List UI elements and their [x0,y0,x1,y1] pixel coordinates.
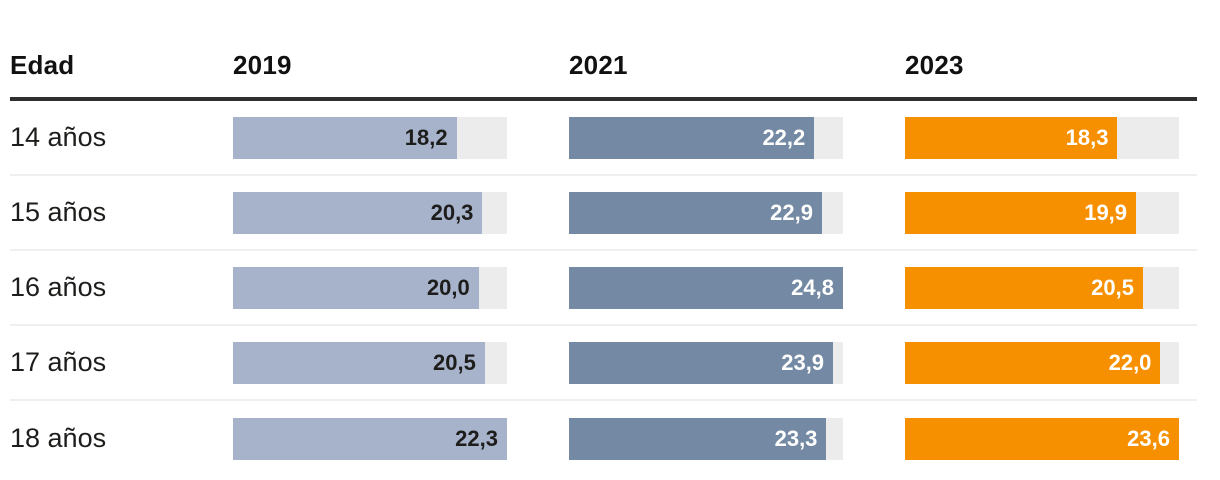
bar-track: 20,5 [233,341,507,384]
bar-value-label: 22,9 [770,199,813,225]
column-header-2019: 2019 [233,50,292,80]
bar-track: 24,8 [569,266,843,309]
bar-track: 22,9 [569,191,843,234]
bar-track: 23,6 [905,417,1179,460]
bar-cell-2023: 23,6 [905,417,1197,460]
column-header-2023: 2023 [905,50,964,80]
bar-cell-2021: 22,9 [569,191,905,234]
bar: 22,2 [569,116,815,159]
bar-track: 19,9 [905,191,1179,234]
bar-value-label: 18,3 [1065,124,1109,150]
bar: 23,3 [569,417,827,460]
header-row: Edad 2019 2021 2023 [10,0,1197,101]
bar-value-label: 20,5 [433,349,476,375]
column-header-edad: Edad [10,50,75,80]
bar-cell-2021: 24,8 [569,266,905,309]
bar: 20,5 [233,341,485,384]
bar: 20,0 [233,266,479,309]
bar: 22,9 [569,191,822,234]
age-label: 15 años [10,197,107,227]
age-label: 16 años [10,272,107,302]
bar: 20,5 [905,266,1143,309]
bar-cell-2021: 22,2 [569,116,905,159]
table-row: 15 años 20,3 22,9 19,9 [10,176,1197,251]
bar-value-label: 23,6 [1127,425,1170,451]
bar-track: 18,2 [233,116,507,159]
bar: 23,6 [905,417,1179,460]
bar-value-label: 22,2 [762,124,806,150]
bar-track: 20,3 [233,191,507,234]
bar: 23,9 [569,341,834,384]
bar-value-label: 22,0 [1108,349,1152,375]
bar-track: 23,9 [569,341,843,384]
bar-track: 18,3 [905,116,1179,159]
bar: 18,3 [905,116,1118,159]
bar-cell-2023: 19,9 [905,191,1197,234]
bar-value-label: 18,2 [404,124,448,150]
bar-track: 20,5 [905,266,1179,309]
bar-track: 23,3 [569,417,843,460]
age-label: 17 años [10,347,107,377]
table-row: 18 años 22,3 23,3 23,6 [10,401,1197,476]
age-label: 18 años [10,423,107,453]
bar-track: 22,0 [905,341,1179,384]
bar-cell-2019: 18,2 [233,116,569,159]
bar-cell-2021: 23,3 [569,417,905,460]
bar: 22,3 [233,417,507,460]
bar-value-label: 23,9 [781,349,825,375]
bar-track: 20,0 [233,266,507,309]
bar-track: 22,3 [233,417,507,460]
rows: 14 años 18,2 22,2 18,3 15 años 20,3 22,9 19,9 16… [10,101,1197,476]
bar-cell-2019: 20,0 [233,266,569,309]
bar-cell-2019: 20,3 [233,191,569,234]
bar: 20,3 [233,191,483,234]
bar-track: 22,2 [569,116,843,159]
bar-cell-2023: 18,3 [905,116,1197,159]
bar: 19,9 [905,191,1137,234]
table-row: 14 años 18,2 22,2 18,3 [10,101,1197,176]
table-row: 17 años 20,5 23,9 22,0 [10,326,1197,401]
bar: 22,0 [905,341,1161,384]
bar-value-label: 20,0 [426,274,470,300]
bar-cell-2023: 22,0 [905,341,1197,384]
bar-value-label: 19,9 [1084,199,1128,225]
bar-cell-2019: 22,3 [233,417,569,460]
bar-value-label: 20,5 [1091,274,1134,300]
bar-value-label: 23,3 [774,425,818,451]
bar-cell-2021: 23,9 [569,341,905,384]
bar: 24,8 [569,266,843,309]
bar-cell-2019: 20,5 [233,341,569,384]
column-header-2021: 2021 [569,50,628,80]
bar-value-label: 22,3 [455,425,498,451]
table-row: 16 años 20,0 24,8 20,5 [10,251,1197,326]
bar: 18,2 [233,116,457,159]
bar-cell-2023: 20,5 [905,266,1197,309]
bar-value-label: 24,8 [791,274,834,300]
age-label: 14 años [10,122,107,152]
bar-value-label: 20,3 [430,199,474,225]
